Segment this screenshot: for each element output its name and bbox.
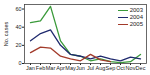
- svg-text:Nov: Nov: [126, 65, 136, 71]
- svg-text:Feb: Feb: [36, 65, 45, 71]
- svg-text:40: 40: [15, 24, 21, 30]
- svg-text:Aug: Aug: [96, 65, 106, 71]
- svg-text:60: 60: [15, 6, 21, 12]
- svg-text:Sep: Sep: [106, 65, 116, 71]
- svg-text:0: 0: [18, 60, 21, 66]
- svg-text:Oct: Oct: [116, 65, 125, 71]
- svg-text:No. cases: No. cases: [3, 22, 9, 47]
- svg-text:Jun: Jun: [76, 65, 85, 71]
- svg-text:20: 20: [15, 42, 21, 48]
- svg-text:Jul: Jul: [87, 65, 94, 71]
- html-text:2004: 2004: [129, 14, 143, 20]
- svg-text:Dec: Dec: [136, 65, 146, 71]
- html-text:2005: 2005: [129, 21, 143, 27]
- svg-text:May: May: [65, 65, 76, 71]
- svg-text:Mar: Mar: [46, 65, 56, 71]
- svg-text:Apr: Apr: [56, 65, 65, 71]
- html-text:2003: 2003: [129, 7, 143, 13]
- svg-text:Jan: Jan: [26, 65, 35, 71]
